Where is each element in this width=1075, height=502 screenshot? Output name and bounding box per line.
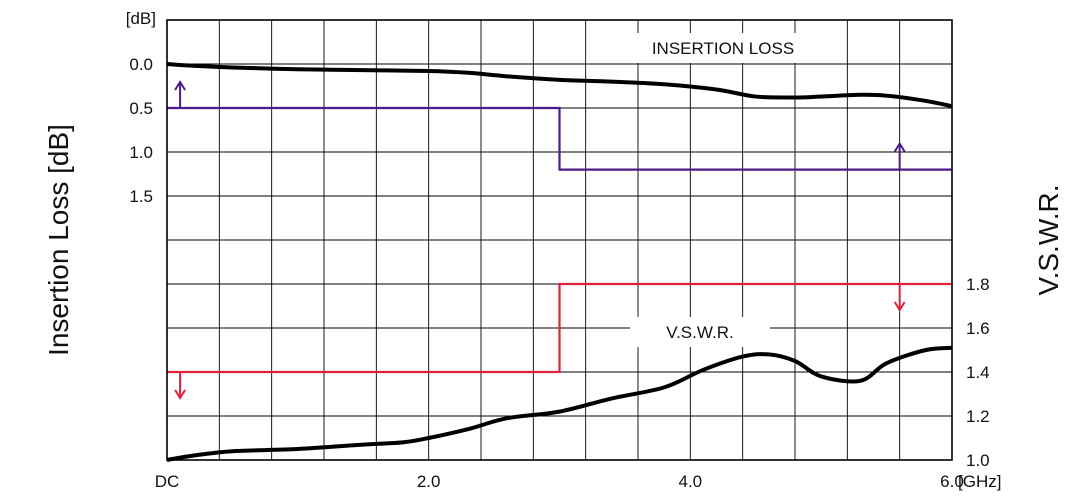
right-tick-label: 1.8: [966, 275, 990, 294]
x-axis-unit: [GHz]: [958, 472, 1001, 491]
x-tick-label: 2.0: [417, 472, 441, 491]
left-tick-label: 0.0: [129, 55, 153, 74]
limit-arrow-head: [174, 389, 186, 400]
limit-line: [167, 282, 952, 374]
left-tick-label: 1.0: [129, 143, 153, 162]
annotation-insertion-loss-text: INSERTION LOSS: [652, 39, 794, 58]
limit-arrow-head: [893, 141, 906, 153]
plot-frame: [166, 19, 953, 461]
right-axis-title: V.S.W.R.: [1033, 184, 1064, 295]
annotation-vswr-text: V.S.W.R.: [666, 323, 733, 342]
right-tick-label: 1.0: [966, 451, 990, 470]
x-tick-label: DC: [155, 472, 180, 491]
right-tick-label: 1.2: [966, 407, 990, 426]
left-tick-label: 0.5: [129, 99, 153, 118]
x-tick-label: 4.0: [679, 472, 703, 491]
series-lines: [166, 62, 953, 462]
tick-labels: DC 2.0 4.0 6.0 0.0 0.5 1.0 1.5 1.0 1.2 1.4 1.6 1.8: [129, 55, 989, 491]
right-tick-label: 1.4: [966, 363, 990, 382]
left-axis-title: Insertion Loss [dB]: [43, 124, 74, 356]
right-tick-label: 1.6: [966, 319, 990, 338]
x-tick-label: 6.0: [940, 472, 964, 491]
series-vswr-line: [166, 345, 953, 462]
left-tick-label: 1.5: [129, 187, 153, 206]
grid: [167, 20, 952, 460]
annotation-vswr: V.S.W.R.: [630, 317, 770, 347]
annotation-insertion-loss: INSERTION LOSS: [612, 33, 834, 63]
limit-arrow-head: [893, 301, 906, 312]
limit-line: [167, 106, 952, 171]
series-insertion-loss-line: [166, 62, 953, 109]
left-axis-unit: [dB]: [126, 9, 156, 28]
limit-arrow-head: [174, 80, 186, 91]
spec-limits: [167, 80, 952, 400]
